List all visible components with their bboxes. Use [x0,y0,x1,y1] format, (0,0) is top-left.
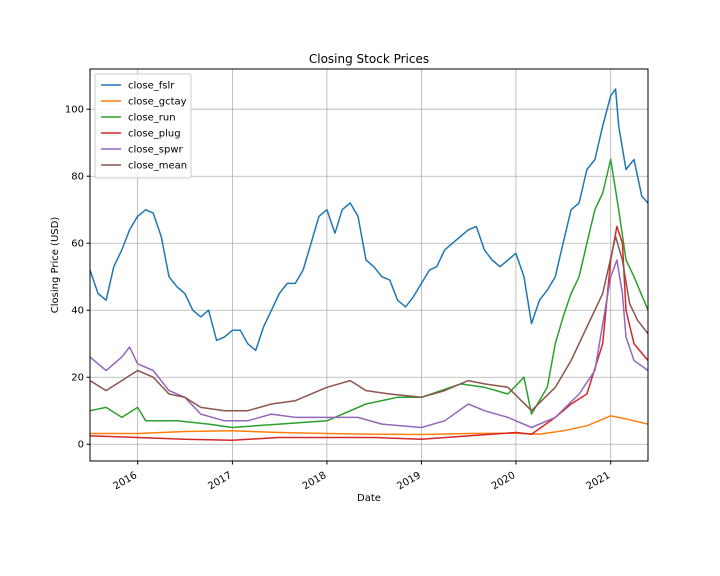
y-tick-label: 80 [71,172,84,183]
x-tick-label: 2021 [585,470,613,492]
y-tick-label: 40 [71,306,84,317]
x-tick-label: 2018 [301,470,329,492]
y-axis: 0 20 40 60 80 100 [65,105,90,451]
series-line-close_gctay [90,415,649,436]
x-axis: 2016 2017 2018 2019 2020 2021 [112,461,613,492]
legend-label: close_plug [128,129,181,140]
series-line-close_spwr [89,259,649,429]
legend-box [94,73,192,179]
x-tick-label: 2016 [112,470,140,492]
series-line-close_fslr [89,88,649,352]
x-axis-title: Date [357,493,381,504]
series-line-close_run [89,158,649,429]
legend-label: close_run [128,113,176,124]
y-axis-title: Closing Price (USD) [50,217,61,314]
x-tick-label: 2020 [490,470,518,492]
legend-label: close_gctay [128,97,187,108]
x-tick-label: 2017 [206,470,234,492]
legend-label: close_spwr [128,145,183,156]
legend-label: close_mean [128,161,187,172]
chart-title: Closing Stock Prices [309,52,429,66]
legend-label: close_fslr [128,81,175,92]
y-tick-label: 60 [71,239,84,250]
series-line-close_plug [89,225,649,441]
series-lines [89,88,649,441]
y-tick-label: 0 [78,440,84,451]
legend: close_fslr close_gctay close_run close_plug… [94,73,192,179]
series-line-close_mean [89,235,649,412]
y-tick-label: 100 [65,105,84,116]
x-tick-label: 2019 [395,470,423,492]
plot-frame [89,68,649,462]
y-tick-label: 20 [71,373,84,384]
